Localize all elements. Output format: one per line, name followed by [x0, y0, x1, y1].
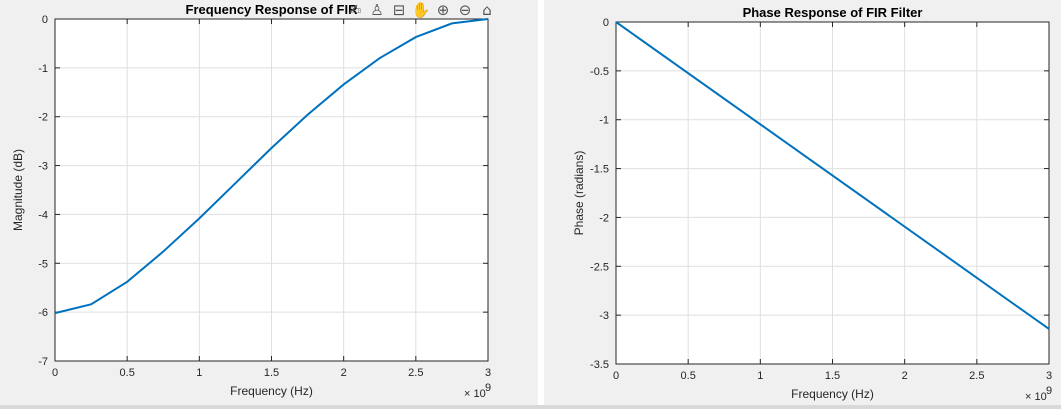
zoom-out-icon[interactable]: ⊖: [458, 0, 472, 19]
y-tick-label: -2.5: [590, 261, 609, 273]
x-tick-label: 0: [613, 370, 619, 382]
y-tick-label: -3: [599, 310, 609, 322]
magnitude-plot: 0 0.5 1 1.5 2 2.5 3 0 -1 -2 -3 -4 -5 -6 -7 Frequency Re…: [11, 2, 491, 400]
y-tick-label: -5: [38, 258, 48, 270]
x-tick-label: 0.5: [120, 367, 135, 379]
x-tick-label: 1.5: [264, 367, 279, 379]
x-tick-label: 0: [52, 367, 58, 379]
y-tick-label: -0.5: [590, 66, 609, 78]
brush-icon[interactable]: ✍: [348, 0, 362, 19]
chart-title: Frequency Response of FIR: [186, 2, 359, 17]
x-axis-label: Frequency (Hz): [230, 384, 313, 398]
x-tick-label: 1.5: [825, 370, 840, 382]
series-line: [54, 18, 489, 315]
x-tick-label: 2.5: [408, 367, 423, 379]
magnitude-plot-panel: 0 0.5 1 1.5 2 2.5 3 0 -1 -2 -3 -4 -5 -6 -7 Frequency Re…: [11, 0, 497, 400]
y-tick-label: -3.5: [590, 359, 609, 371]
axes-toolbar: ✍ ♙ ⊟ ✋ ⊕ ⊖ ⌂: [345, 0, 497, 20]
y-axis-label: Phase (radians): [572, 151, 586, 236]
home-icon[interactable]: ⌂: [482, 0, 492, 19]
phase-plot-panel: 0 0.5 1 1.5 2 2.5 3 0 -0.5 -1 -1.5 -2 -2.5 -3 -3.5 Phas…: [544, 0, 1061, 409]
panel-divider: [538, 0, 544, 409]
chart-title: Phase Response of FIR Filter: [743, 5, 923, 20]
x-exponent-power: 9: [1046, 385, 1052, 397]
rotate-icon[interactable]: ⊟: [392, 0, 406, 19]
y-axis-label: Magnitude (dB): [11, 149, 25, 231]
y-tick-label: 0: [603, 17, 609, 29]
datatip-icon[interactable]: ♙: [370, 0, 384, 19]
series-line: [615, 21, 1050, 330]
y-tick-label: 0: [42, 14, 48, 26]
x-tick-label: 0.5: [681, 370, 696, 382]
y-tick-label: -1.5: [590, 164, 609, 176]
y-tick-label: -4: [38, 209, 48, 221]
y-tick-label: -2: [599, 212, 609, 224]
x-tick-label: 3: [1046, 370, 1052, 382]
y-tick-label: -1: [38, 63, 48, 75]
x-exponent-label: × 10: [1025, 391, 1047, 403]
x-tick-label: 3: [485, 367, 491, 379]
x-tick-label: 2.5: [969, 370, 984, 382]
y-tick-label: -1: [599, 115, 609, 127]
x-tick-label: 1: [196, 367, 202, 379]
x-exponent-label: × 10: [464, 388, 486, 400]
y-tick-label: -6: [38, 307, 48, 319]
x-axis-label: Frequency (Hz): [791, 387, 874, 401]
y-tick-label: -3: [38, 161, 48, 173]
x-exponent-power: 9: [485, 382, 491, 394]
zoom-in-icon[interactable]: ⊕: [436, 0, 450, 19]
x-tick-label: 1: [757, 370, 763, 382]
x-tick-label: 2: [341, 367, 347, 379]
bottom-strip: [0, 405, 1061, 409]
y-tick-label: -2: [38, 112, 48, 124]
y-tick-label: -7: [38, 356, 48, 368]
pan-hand-icon[interactable]: ✋: [411, 0, 431, 19]
x-tick-label: 2: [902, 370, 908, 382]
phase-plot: 0 0.5 1 1.5 2 2.5 3 0 -0.5 -1 -1.5 -2 -2.5 -3 -3.5 Phas…: [572, 5, 1052, 403]
